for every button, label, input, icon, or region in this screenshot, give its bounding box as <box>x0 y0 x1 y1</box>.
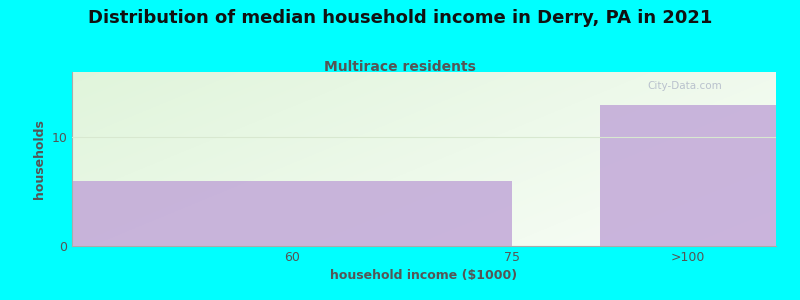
Text: Multirace residents: Multirace residents <box>324 60 476 74</box>
Text: City-Data.com: City-Data.com <box>647 81 722 91</box>
Y-axis label: households: households <box>33 119 46 199</box>
Bar <box>600 105 776 246</box>
Bar <box>72 181 512 246</box>
X-axis label: household income ($1000): household income ($1000) <box>330 269 518 282</box>
Text: Distribution of median household income in Derry, PA in 2021: Distribution of median household income … <box>88 9 712 27</box>
